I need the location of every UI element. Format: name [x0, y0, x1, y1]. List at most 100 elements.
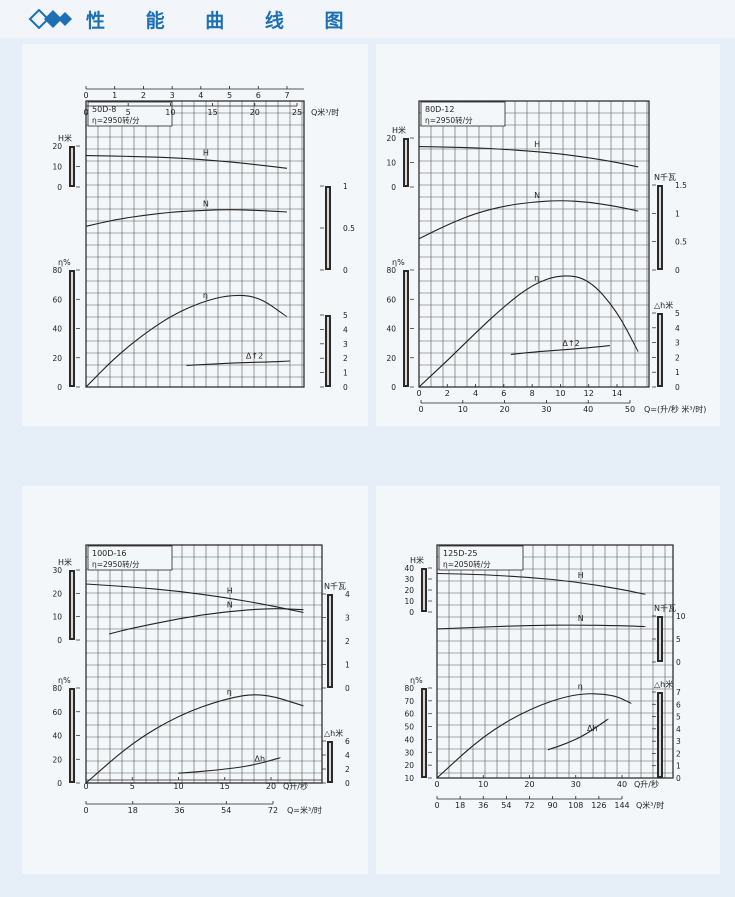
model-name: 125D-25: [443, 549, 478, 558]
eta-tick-label: 40: [404, 735, 414, 744]
curve-label: η: [227, 688, 232, 697]
q-primary-tick-label: 5: [227, 91, 232, 100]
eta-axis-label: η%: [58, 676, 71, 685]
eta-axis-label: η%: [392, 258, 405, 267]
eta-tick-label: 0: [57, 383, 62, 392]
dh-axis-label: △h米: [654, 679, 673, 689]
n-tick-label: 5: [676, 635, 681, 644]
dh-tick-label: 1: [343, 369, 348, 378]
q-primary-tick-label: 2: [445, 389, 450, 398]
eta-axis-bar-inner: [405, 272, 407, 385]
chart-panel-4: [376, 486, 720, 874]
eta-tick-label: 50: [404, 723, 414, 732]
q-secondary-tick-label: 20: [250, 108, 260, 117]
curve-label: H: [534, 140, 540, 149]
h-tick-label: 10: [52, 163, 62, 172]
q-primary-unit: Q升/秒: [634, 779, 659, 789]
q-primary-tick-label: 6: [256, 91, 261, 100]
n-tick-label: 4: [345, 590, 350, 599]
chart-3: 100D-16η=2950转/分0 5 10 15 20 Q升/秒0 18 36 54 72 Q=米…: [52, 544, 350, 815]
curve-label: Δ↑2: [246, 352, 263, 361]
model-name: 100D-16: [92, 549, 127, 558]
n-tick-label: 0: [343, 266, 348, 275]
chart-panel-3: [22, 486, 368, 874]
dh-tick-label: 1: [676, 762, 681, 771]
eta-axis-label: η%: [58, 258, 71, 267]
q-primary-tick-label: 20: [266, 782, 276, 791]
curve-label: N: [227, 601, 233, 610]
q-primary-tick-label: 10: [173, 782, 183, 791]
q-secondary-tick-label: 0: [83, 806, 88, 815]
n-axis-label: N千瓦: [654, 603, 676, 613]
h-axis-label: H米: [392, 125, 406, 135]
eta-tick-label: 80: [404, 684, 414, 693]
page-header: 性 能 曲 线 图: [0, 0, 735, 38]
curve-label: Δ↑2: [562, 339, 579, 348]
curve-h-4: [547, 718, 609, 751]
h-tick-label: 10: [404, 597, 414, 606]
h-tick-label: 0: [57, 183, 62, 192]
q-secondary-tick-label: 40: [583, 405, 593, 414]
curve-label: H: [578, 571, 584, 580]
q-primary-tick-label: 0: [416, 389, 421, 398]
q-primary-tick-label: 3: [170, 91, 175, 100]
q-primary-unit: Q升/秒: [283, 781, 308, 791]
h-tick-label: 0: [57, 636, 62, 645]
chart-4: 125D-25η=2050转/分0 10 20 30 40 Q升/秒0 18 36 54 72 90…: [404, 544, 686, 810]
curve--3: [85, 694, 304, 784]
eta-tick-label: 0: [391, 383, 396, 392]
double-diamond-icon: [28, 9, 72, 29]
q-primary-tick-label: 1: [112, 91, 117, 100]
q-secondary-tick-label: 50: [625, 405, 635, 414]
q-secondary-tick-label: 10: [458, 405, 468, 414]
q-primary-tick-label: 0: [83, 782, 88, 791]
dh-tick-label: 2: [343, 354, 348, 363]
dh-tick-label: 3: [343, 340, 348, 349]
curve-N-2: [436, 624, 646, 630]
dh-tick-label: 2: [676, 749, 681, 758]
q-secondary-tick-label: 126: [591, 801, 606, 810]
speed-label: η=2050转/分: [443, 559, 491, 569]
dh-tick-label: 6: [676, 700, 681, 709]
q-primary-tick-label: 10: [478, 780, 488, 789]
page-title: 性 能 曲 线 图: [86, 10, 361, 32]
h-axis-bar-inner: [405, 140, 407, 185]
h-tick-label: 0: [409, 608, 414, 617]
q-secondary-tick-label: 10: [165, 108, 175, 117]
n-axis-label: N千瓦: [654, 172, 676, 182]
dh-tick-label: 2: [675, 353, 680, 362]
curve-label: η: [203, 291, 208, 300]
dh-tick-label: 3: [676, 737, 681, 746]
n-tick-label: 3: [345, 614, 350, 623]
h-tick-label: 0: [391, 183, 396, 192]
dh-tick-label: 2: [345, 765, 350, 774]
q-secondary-unit: Q=米³/时: [287, 805, 322, 815]
q-secondary-tick-label: 0: [434, 801, 439, 810]
model-name: 50D-8: [92, 105, 116, 114]
q-primary-tick-label: 10: [555, 389, 565, 398]
model-label-box: [420, 101, 506, 127]
q-secondary-tick-label: 108: [568, 801, 583, 810]
h-tick-label: 20: [52, 589, 62, 598]
speed-label: η=2950转/分: [92, 559, 140, 569]
n-tick-label: 1: [675, 209, 680, 218]
n-tick-label: 2: [345, 637, 350, 646]
n-tick-label: 10: [676, 612, 686, 621]
q-primary-tick-label: 4: [473, 389, 478, 398]
dh-tick-label: 4: [345, 751, 350, 760]
h-axis-label: H米: [58, 557, 72, 567]
h-axis-label: H米: [410, 555, 424, 565]
eta-tick-label: 70: [404, 697, 414, 706]
eta-axis-bar-inner: [71, 272, 73, 385]
curve--3: [436, 693, 632, 779]
q-primary-tick-label: 0: [434, 780, 439, 789]
dh-tick-label: 0: [676, 774, 681, 783]
eta-tick-label: 40: [52, 325, 62, 334]
n-tick-label: 1.5: [675, 181, 687, 190]
n-axis-bar-inner: [659, 187, 661, 268]
eta-tick-label: 40: [52, 732, 62, 741]
eta-tick-label: 60: [52, 708, 62, 717]
q-secondary-tick-label: 54: [501, 801, 511, 810]
q-secondary-tick-label: 20: [500, 405, 510, 414]
eta-tick-label: 30: [404, 748, 414, 757]
